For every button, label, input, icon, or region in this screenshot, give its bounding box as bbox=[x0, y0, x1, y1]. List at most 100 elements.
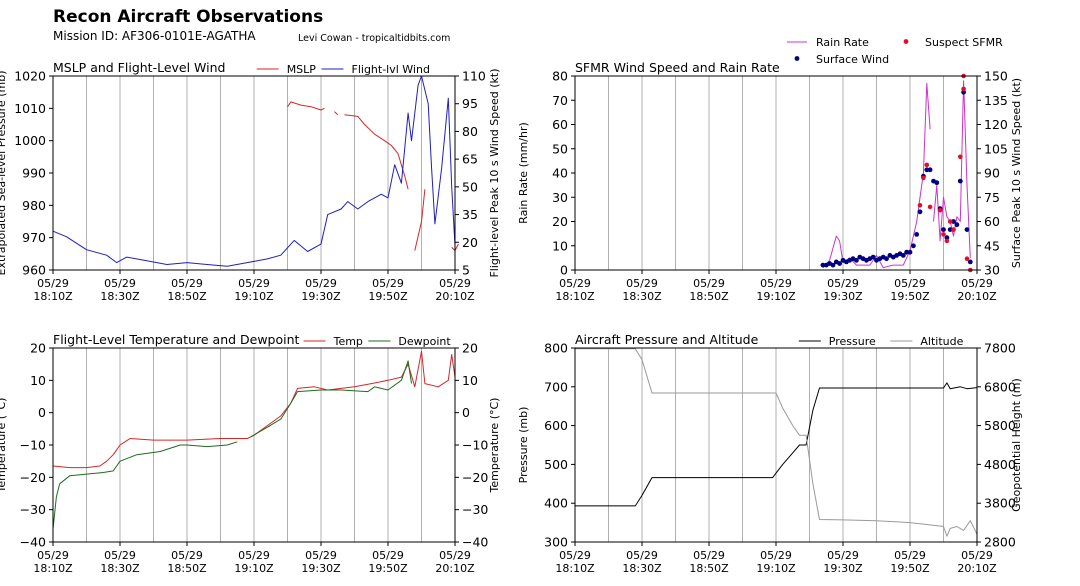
pressure-altitude-xtick-time: 19:50Z bbox=[890, 562, 930, 575]
sfmr-rain-ytick2-label: 45 bbox=[984, 238, 1000, 253]
mslp-wind-ytick2-label: 5 bbox=[462, 263, 470, 278]
mslp-wind-ylabel: Extrapolated Sea-level Pressure (mb) bbox=[0, 71, 8, 276]
mslp-wind-ytick-label: 1020 bbox=[14, 69, 46, 84]
sfmr-rain-xtick-time: 18:10Z bbox=[555, 290, 595, 303]
temp-dewpoint-xtick-date: 05/29 bbox=[372, 549, 404, 562]
sfmr-rain-data-point bbox=[964, 227, 970, 233]
temp-dewpoint-ytick-label: −30 bbox=[20, 502, 46, 517]
pressure-altitude-ytick2-label: 5800 bbox=[984, 418, 1016, 433]
sfmr-rain-ytick-label: 10 bbox=[552, 238, 568, 253]
sfmr-rain-ytick-label: 40 bbox=[552, 166, 568, 181]
temp-dewpoint-ytick2-label: 0 bbox=[462, 405, 470, 420]
sfmr-rain-data-point bbox=[951, 227, 956, 232]
temp-dewpoint-xtick-date: 05/29 bbox=[305, 549, 337, 562]
sfmr-rain-ytick-label: 70 bbox=[552, 93, 568, 108]
sfmr-rain-xtick-date: 05/29 bbox=[559, 277, 591, 290]
mslp-wind-ytick-label: 1010 bbox=[14, 101, 46, 116]
temp-dewpoint-ytick-label: −10 bbox=[20, 438, 46, 453]
sfmr-rain-data-point bbox=[921, 175, 926, 181]
temp-dewpoint-xtick-date: 05/29 bbox=[171, 549, 203, 562]
sfmr-rain-data-point bbox=[870, 254, 876, 260]
sfmr-rain-data-point bbox=[958, 154, 963, 160]
mslp-wind-xtick-date: 05/29 bbox=[372, 277, 404, 290]
pressure-altitude-ytick-label: 300 bbox=[544, 535, 568, 550]
mslp-wind-xtick-time: 19:30Z bbox=[301, 290, 341, 303]
sfmr-rain-data-point bbox=[954, 222, 960, 228]
pressure-altitude-xtick-time: 19:10Z bbox=[756, 562, 796, 575]
sfmr-rain-data-point bbox=[830, 262, 836, 268]
mslp-wind-series-line bbox=[334, 111, 339, 116]
mslp-wind-xtick-time: 20:10Z bbox=[435, 290, 475, 303]
sfmr-rain-legend-marker bbox=[903, 39, 909, 44]
sfmr-rain-xtick-date: 05/29 bbox=[827, 277, 859, 290]
sfmr-rain-ylabel2: Surface Peak 10 s Wind Speed (kt) bbox=[1010, 78, 1023, 268]
mslp-wind-ylabel2: Flight-level Peak 10 s Wind Speed (kt) bbox=[488, 68, 501, 277]
sfmr-rain-xtick-time: 18:30Z bbox=[622, 290, 662, 303]
sfmr-rain-legend-marker bbox=[794, 56, 800, 61]
pressure-altitude-ylabel2: Geopotential Height (m) bbox=[1010, 378, 1023, 512]
mslp-wind-xtick-date: 05/29 bbox=[439, 277, 471, 290]
pressure-altitude-xtick-date: 05/29 bbox=[961, 549, 993, 562]
pressure-altitude-ytick2-label: 7800 bbox=[984, 341, 1016, 356]
sfmr-rain-data-point bbox=[837, 261, 842, 266]
sfmr-rain-data-point bbox=[924, 162, 930, 168]
temp-dewpoint-legend-label: Dewpoint bbox=[398, 335, 451, 348]
sfmr-rain-data-point bbox=[904, 249, 909, 255]
temp-dewpoint-ytick-label: 20 bbox=[30, 341, 46, 356]
mslp-wind-xtick-time: 18:50Z bbox=[167, 290, 207, 303]
pressure-altitude-xtick-time: 18:10Z bbox=[555, 562, 595, 575]
page-title: Recon Aircraft Observations bbox=[53, 7, 324, 27]
sfmr-rain-series-line bbox=[933, 80, 971, 258]
sfmr-rain-data-point bbox=[941, 232, 946, 237]
pressure-altitude-title: Aircraft Pressure and Altitude bbox=[575, 332, 759, 347]
sfmr-rain-data-point bbox=[941, 227, 946, 233]
sfmr-rain-data-point bbox=[964, 256, 970, 262]
sfmr-rain-xtick-date: 05/29 bbox=[760, 277, 792, 290]
mslp-wind-series-line bbox=[344, 114, 409, 190]
sfmr-rain-xtick-date: 05/29 bbox=[693, 277, 725, 290]
temp-dewpoint-series-line bbox=[250, 360, 412, 438]
sfmr-rain-xtick-date: 05/29 bbox=[626, 277, 658, 290]
sfmr-rain-data-point bbox=[917, 203, 923, 208]
mslp-wind-ytick2-label: 50 bbox=[462, 179, 478, 194]
mslp-wind-xtick-date: 05/29 bbox=[104, 277, 136, 290]
temp-dewpoint-ylabel: Temperature (°C) bbox=[0, 398, 8, 494]
temp-dewpoint-xtick-time: 18:10Z bbox=[33, 562, 73, 575]
mslp-wind-series-line bbox=[287, 101, 325, 111]
sfmr-rain-data-point bbox=[944, 235, 950, 241]
sfmr-rain-data-point bbox=[907, 249, 913, 255]
pressure-altitude-xtick-date: 05/29 bbox=[894, 549, 926, 562]
sfmr-rain-data-point bbox=[944, 238, 950, 244]
mslp-wind-xtick-time: 19:10Z bbox=[234, 290, 274, 303]
sfmr-rain-data-point bbox=[967, 259, 973, 265]
temp-dewpoint-xtick-date: 05/29 bbox=[238, 549, 270, 562]
mslp-wind-ytick2-label: 35 bbox=[462, 207, 478, 222]
mslp-wind-ytick-label: 980 bbox=[22, 198, 46, 213]
sfmr-rain-data-point bbox=[854, 257, 859, 263]
sfmr-rain-ytick2-label: 105 bbox=[984, 141, 1008, 156]
mslp-wind-xtick-date: 05/29 bbox=[37, 277, 69, 290]
sfmr-rain-ytick2-label: 135 bbox=[984, 93, 1008, 108]
temp-dewpoint-ytick-label: 0 bbox=[38, 405, 46, 420]
pressure-altitude-xtick-time: 18:50Z bbox=[689, 562, 729, 575]
sfmr-rain-data-point bbox=[820, 262, 826, 268]
mslp-wind-ytick-label: 970 bbox=[22, 230, 46, 245]
temp-dewpoint-xtick-date: 05/29 bbox=[37, 549, 69, 562]
mslp-wind-ytick2-label: 110 bbox=[462, 69, 486, 84]
sfmr-rain-ytick2-label: 150 bbox=[984, 69, 1008, 84]
pressure-altitude-xtick-date: 05/29 bbox=[693, 549, 725, 562]
mslp-wind-ytick-label: 960 bbox=[22, 263, 46, 278]
sfmr-rain-title: SFMR Wind Speed and Rain Rate bbox=[575, 60, 780, 75]
pressure-altitude-ytick-label: 600 bbox=[544, 418, 568, 433]
pressure-altitude-ylabel: Pressure (mb) bbox=[517, 407, 530, 484]
temp-dewpoint-ytick2-label: −10 bbox=[462, 438, 488, 453]
sfmr-rain-data-point bbox=[961, 86, 966, 92]
sfmr-rain-ytick2-label: 90 bbox=[984, 166, 1000, 181]
sfmr-rain-xtick-time: 19:10Z bbox=[756, 290, 796, 303]
pressure-altitude-ytick-label: 700 bbox=[544, 379, 568, 394]
pressure-altitude-xtick-date: 05/29 bbox=[626, 549, 658, 562]
sfmr-rain-xtick-time: 18:50Z bbox=[689, 290, 729, 303]
sfmr-rain-data-point bbox=[961, 89, 966, 95]
pressure-altitude-xtick-date: 05/29 bbox=[827, 549, 859, 562]
